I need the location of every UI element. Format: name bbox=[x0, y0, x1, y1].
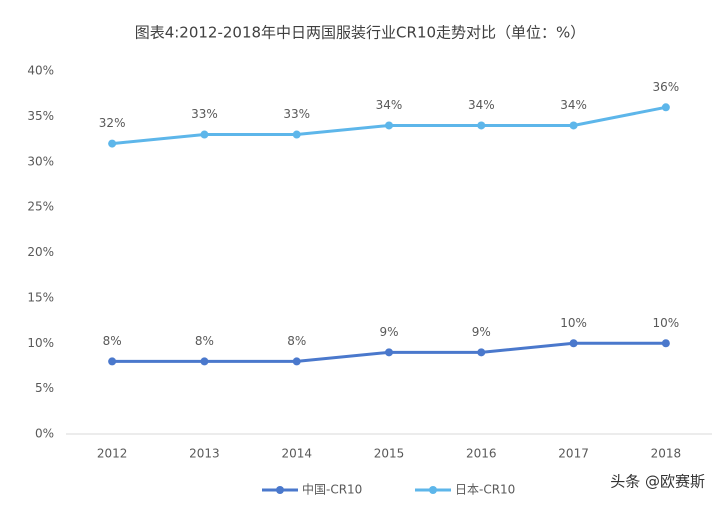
point bbox=[569, 339, 578, 348]
point bbox=[108, 139, 117, 148]
y-tick-label: 30% bbox=[27, 154, 54, 168]
point bbox=[661, 103, 670, 112]
point bbox=[385, 121, 393, 130]
value-label: 9% bbox=[472, 325, 491, 339]
legend-marker bbox=[276, 486, 284, 494]
y-tick-label: 40% bbox=[27, 64, 54, 78]
x-tick-label: 2012 bbox=[97, 447, 128, 461]
value-label: 33% bbox=[191, 107, 218, 121]
value-label: 10% bbox=[560, 316, 587, 330]
value-label: 34% bbox=[560, 98, 587, 112]
point bbox=[200, 357, 209, 366]
x-tick-label: 2015 bbox=[374, 447, 405, 461]
value-label: 34% bbox=[468, 98, 495, 112]
legend-label: 中国-CR10 bbox=[302, 482, 362, 497]
legend-marker bbox=[429, 486, 437, 494]
point bbox=[108, 357, 117, 366]
watermark: 头条 @欧赛斯 bbox=[610, 473, 705, 491]
x-tick-label: 2017 bbox=[558, 447, 589, 461]
x-tick-label: 2016 bbox=[466, 447, 497, 461]
value-label: 8% bbox=[195, 334, 214, 348]
chart-title: 图表4:2012-2018年中日两国服装行业CR10走势对比（单位：%） bbox=[135, 24, 586, 42]
legend-label: 日本-CR10 bbox=[455, 483, 515, 497]
point bbox=[385, 348, 393, 357]
value-label: 8% bbox=[287, 334, 306, 348]
point bbox=[292, 357, 301, 366]
value-label: 34% bbox=[376, 98, 403, 112]
y-tick-label: 0% bbox=[35, 427, 54, 441]
point bbox=[292, 130, 301, 139]
point bbox=[477, 348, 486, 357]
value-label: 36% bbox=[653, 80, 680, 94]
point bbox=[569, 121, 578, 130]
point bbox=[477, 121, 486, 130]
x-tick-label: 2014 bbox=[281, 447, 312, 461]
y-tick-label: 20% bbox=[27, 245, 54, 259]
x-tick-label: 2013 bbox=[189, 447, 220, 461]
point bbox=[661, 339, 670, 348]
y-tick-label: 35% bbox=[27, 109, 54, 123]
point bbox=[200, 130, 209, 139]
x-tick-label: 2018 bbox=[651, 447, 682, 461]
value-label: 32% bbox=[99, 116, 126, 130]
y-tick-label: 15% bbox=[27, 290, 54, 304]
value-label: 8% bbox=[103, 334, 122, 348]
value-label: 10% bbox=[653, 316, 680, 330]
value-label: 9% bbox=[379, 325, 398, 339]
value-label: 33% bbox=[283, 107, 310, 121]
y-tick-label: 10% bbox=[27, 336, 54, 350]
y-tick-label: 25% bbox=[27, 200, 54, 214]
y-tick-label: 5% bbox=[35, 381, 54, 395]
